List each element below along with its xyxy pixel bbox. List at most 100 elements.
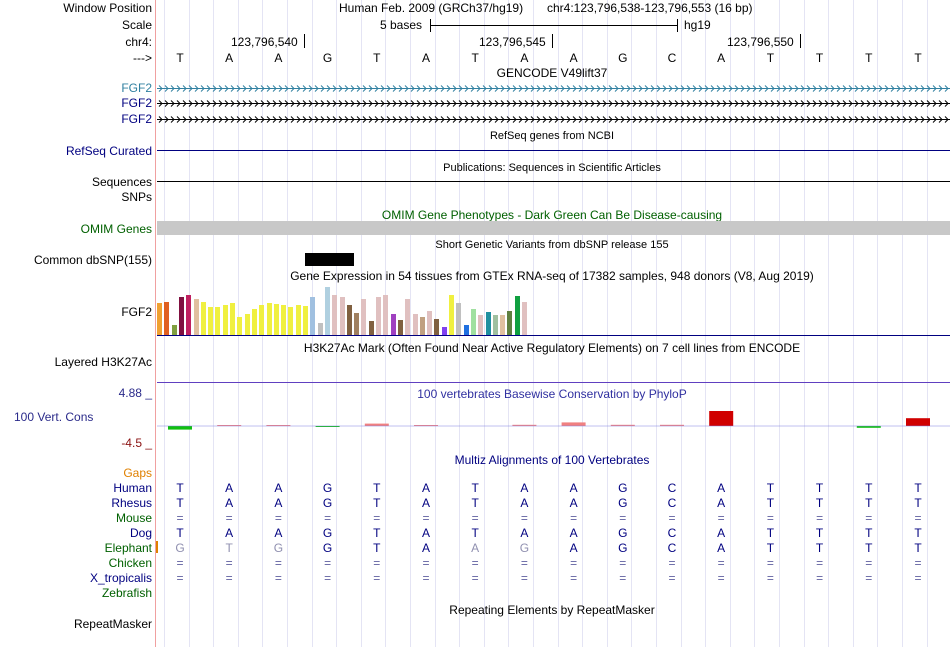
gtex-tissue-bar[interactable]: [215, 307, 221, 335]
gtex-tissue-bar[interactable]: [332, 295, 338, 335]
gtex-tissue-bar[interactable]: [222, 305, 228, 335]
gtex-tissue-bar[interactable]: [339, 297, 345, 335]
phylop-score-mark[interactable]: [315, 426, 340, 427]
gtex-tissue-bar[interactable]: [324, 287, 330, 335]
track-image[interactable]: [155, 0, 950, 647]
gtex-tissue-bar[interactable]: [456, 303, 462, 335]
species-label[interactable]: Dog: [129, 526, 152, 540]
gencode-gene-label-1[interactable]: FGF2: [121, 81, 152, 95]
gtex-tissue-bar[interactable]: [266, 303, 272, 335]
gtex-tissue-bar[interactable]: [273, 304, 279, 335]
gtex-tissue-bar[interactable]: [397, 320, 403, 335]
gtex-tissue-bar[interactable]: [346, 305, 352, 335]
publications-label[interactable]: Sequences: [91, 175, 152, 189]
gtex-tissue-bar[interactable]: [281, 305, 287, 335]
phylop-score-mark[interactable]: [610, 424, 635, 426]
gtex-tissue-bar[interactable]: [434, 319, 440, 335]
species-label[interactable]: Elephant: [104, 541, 152, 555]
gtex-tissue-bar[interactable]: [251, 309, 257, 335]
phylop-score-mark[interactable]: [217, 425, 242, 426]
gtex-tissue-bar[interactable]: [178, 297, 184, 335]
species-label[interactable]: Rhesus: [111, 496, 152, 510]
gtex-tissue-bar[interactable]: [427, 311, 433, 335]
gtex-tissue-bar[interactable]: [244, 314, 250, 335]
snps-label[interactable]: SNPs: [121, 190, 152, 204]
repeatmasker-label[interactable]: RepeatMasker: [73, 617, 152, 631]
gtex-tissue-bar[interactable]: [463, 325, 469, 335]
gtex-tissue-bar[interactable]: [412, 314, 418, 335]
phylop-score-mark[interactable]: [364, 423, 389, 426]
phylop-score-mark[interactable]: [906, 418, 930, 426]
gtex-tissue-bar[interactable]: [164, 302, 170, 335]
gtex-tissue-bar[interactable]: [419, 317, 425, 335]
omim-gene-bar[interactable]: [157, 221, 950, 235]
gencode-gene-label-2[interactable]: FGF2: [121, 96, 152, 110]
gtex-tissue-bar[interactable]: [237, 317, 243, 335]
gtex-tissue-bar[interactable]: [522, 302, 527, 335]
gtex-tissue-bar[interactable]: [383, 295, 389, 335]
gtex-tissue-bar[interactable]: [303, 306, 308, 335]
phylop-label[interactable]: 100 Vert. Cons: [14, 410, 94, 424]
alignment-base: A: [520, 481, 529, 495]
gtex-tissue-bar[interactable]: [507, 311, 513, 335]
dbsnp-label[interactable]: Common dbSNP(155): [33, 253, 152, 267]
gtex-tissue-bar[interactable]: [390, 314, 396, 335]
grid-line: [557, 0, 559, 647]
gtex-tissue-bar[interactable]: [514, 296, 520, 335]
species-label[interactable]: Mouse: [115, 511, 152, 525]
phylop-score-mark[interactable]: [856, 426, 881, 428]
dbsnp-variant[interactable]: [305, 253, 354, 266]
h3k27ac-signal-line[interactable]: [157, 382, 950, 383]
publications-line[interactable]: [157, 181, 950, 182]
gaps-label[interactable]: Gaps: [123, 466, 152, 480]
grid-line: [656, 0, 657, 647]
phylop-score-mark[interactable]: [660, 424, 684, 426]
h3k27ac-label[interactable]: Layered H3K27Ac: [54, 355, 152, 369]
phylop-score-mark[interactable]: [266, 425, 291, 426]
gtex-tissue-bar[interactable]: [200, 302, 206, 335]
gtex-tissue-bar[interactable]: [361, 299, 367, 335]
alignment-base: =: [520, 571, 528, 585]
refseq-label[interactable]: RefSeq Curated: [65, 144, 152, 158]
species-label[interactable]: Zebrafish: [101, 586, 152, 600]
phylop-plot[interactable]: [157, 398, 950, 438]
species-label[interactable]: Chicken: [108, 556, 152, 570]
gtex-tissue-bar[interactable]: [288, 307, 294, 335]
gtex-tissue-bar[interactable]: [405, 299, 411, 335]
gencode-gene-label-3[interactable]: FGF2: [121, 112, 152, 126]
gtex-tissue-bar[interactable]: [186, 295, 192, 335]
gtex-tissue-bar[interactable]: [500, 315, 506, 335]
gtex-tissue-bar[interactable]: [259, 305, 265, 335]
gtex-tissue-bar[interactable]: [354, 313, 360, 335]
gtex-tissue-bar[interactable]: [317, 323, 323, 335]
species-label[interactable]: Human: [113, 481, 152, 495]
phylop-score-mark[interactable]: [709, 411, 734, 426]
species-label[interactable]: X_tropicalis: [89, 571, 152, 585]
gtex-tissue-bar[interactable]: [449, 295, 454, 335]
refseq-gene-line[interactable]: [157, 150, 950, 151]
gtex-tissue-bar[interactable]: [470, 309, 476, 335]
gtex-tissue-bar[interactable]: [310, 297, 316, 335]
gtex-tissue-bar[interactable]: [376, 297, 381, 335]
gtex-tissue-bar[interactable]: [492, 315, 498, 335]
gtex-tissue-bar[interactable]: [157, 303, 162, 335]
gtex-tissue-bar[interactable]: [295, 305, 301, 335]
gtex-tissue-bar[interactable]: [485, 312, 491, 335]
gtex-label[interactable]: FGF2: [121, 305, 152, 319]
gencode-gene-2[interactable]: [157, 99, 950, 108]
omim-label[interactable]: OMIM Genes: [80, 222, 152, 236]
phylop-score-mark[interactable]: [512, 424, 537, 426]
phylop-score-mark[interactable]: [561, 422, 586, 426]
gtex-tissue-bar[interactable]: [478, 315, 484, 335]
phylop-score-mark[interactable]: [168, 426, 192, 430]
gtex-tissue-bar[interactable]: [193, 299, 199, 335]
phylop-score-mark[interactable]: [414, 425, 438, 426]
gencode-gene-3[interactable]: [157, 115, 950, 124]
gtex-tissue-bar[interactable]: [230, 303, 235, 335]
gtex-tissue-bar[interactable]: [208, 307, 214, 335]
gtex-bar-chart[interactable]: [157, 285, 537, 335]
gencode-gene-1[interactable]: [157, 84, 950, 93]
gtex-tissue-bar[interactable]: [171, 325, 177, 335]
gtex-tissue-bar[interactable]: [368, 321, 374, 335]
gtex-tissue-bar[interactable]: [441, 327, 447, 335]
